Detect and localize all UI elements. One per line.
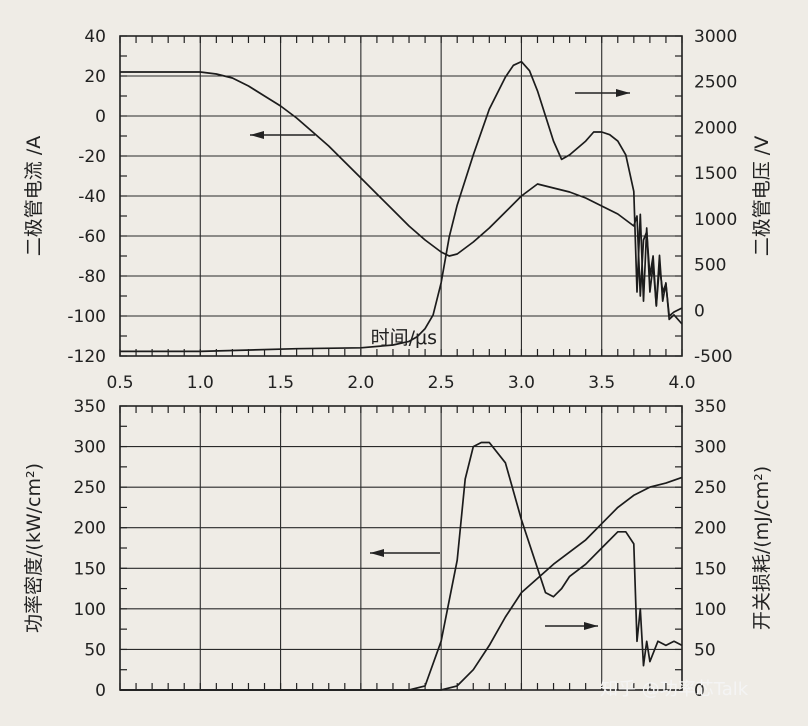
top-ytick-label-left: 40 bbox=[84, 27, 106, 47]
top-ytick-label-left: -20 bbox=[78, 147, 106, 167]
bottom-ytick-label-right: 300 bbox=[694, 438, 726, 458]
bottom-power-arrow bbox=[370, 549, 440, 557]
top-series-right-line bbox=[120, 60, 683, 353]
top-series-left-line bbox=[120, 71, 683, 317]
top-ytick-label-right: 2500 bbox=[694, 73, 737, 93]
bottom-yaxis-title-left: 功率密度/(kW/cm²) bbox=[23, 463, 45, 633]
top-ytick-label-right: 1500 bbox=[694, 164, 737, 184]
bottom-ytick-label-left: 0 bbox=[95, 681, 106, 701]
top-xaxis-title: 时间/μs bbox=[371, 327, 437, 349]
top-current-arrow bbox=[250, 131, 315, 139]
top-xtick-label: 2.5 bbox=[428, 373, 455, 393]
bottom-loss-arrow bbox=[545, 622, 598, 630]
top-ytick-label-left: 20 bbox=[84, 67, 106, 87]
bottom-loss-arrow-head bbox=[584, 622, 598, 630]
top-ytick-label-right: 1000 bbox=[694, 210, 737, 230]
bottom-ytick-label-right: 100 bbox=[694, 600, 726, 620]
top-xtick-label: 4.0 bbox=[668, 373, 695, 393]
bottom-ytick-label-right: 200 bbox=[694, 519, 726, 539]
bottom-ytick-label-left: 50 bbox=[84, 640, 106, 660]
top-plot-frame bbox=[119, 35, 683, 357]
bottom-ytick-label-left: 100 bbox=[74, 600, 106, 620]
top-ytick-label-right: 2000 bbox=[694, 118, 737, 138]
top-xtick-label: 1.5 bbox=[267, 373, 294, 393]
bottom-ytick-label-right: 0 bbox=[694, 681, 705, 701]
top-yaxis-title-left: 二极管电流 /A bbox=[23, 136, 45, 256]
top-xtick-label: 3.0 bbox=[508, 373, 535, 393]
bottom-ytick-label-left: 300 bbox=[74, 438, 106, 458]
bottom-ytick-label-right: 150 bbox=[694, 559, 726, 579]
top-current-arrow-head bbox=[250, 131, 264, 139]
top-voltage-arrow bbox=[575, 89, 630, 97]
bottom-series-right-line bbox=[120, 476, 683, 691]
top-ytick-label-right: -500 bbox=[694, 347, 733, 367]
bottom-ytick-label-left: 250 bbox=[74, 478, 106, 498]
top-xtick-label: 1.0 bbox=[187, 373, 214, 393]
bottom-series-left-line bbox=[120, 441, 683, 691]
bottom-ytick-label-left: 200 bbox=[74, 519, 106, 539]
bottom-ytick-label-right: 350 bbox=[694, 397, 726, 417]
top-ytick-label-left: -60 bbox=[78, 227, 106, 247]
top-ytick-label-left: 0 bbox=[95, 107, 106, 127]
watermark-text: 知乎 @功率芯Talk bbox=[600, 679, 749, 700]
top-voltage-arrow-head bbox=[616, 89, 630, 97]
top-xtick-label: 3.5 bbox=[588, 373, 615, 393]
top-ytick-label-left: -40 bbox=[78, 187, 106, 207]
bottom-ytick-label-left: 150 bbox=[74, 559, 106, 579]
bottom-ytick-label-right: 250 bbox=[694, 478, 726, 498]
top-ytick-label-right: 0 bbox=[694, 301, 705, 321]
bottom-ytick-label-right: 50 bbox=[694, 640, 716, 660]
bottom-yaxis-title-right: 开关损耗/(mJ/cm²) bbox=[751, 466, 773, 630]
top-ytick-label-left: -120 bbox=[67, 347, 106, 367]
bottom-ytick-label-left: 350 bbox=[74, 397, 106, 417]
bottom-power-arrow-head bbox=[370, 549, 384, 557]
top-ytick-label-left: -80 bbox=[78, 267, 106, 287]
top-ytick-label-left: -100 bbox=[67, 307, 106, 327]
top-xtick-label: 0.5 bbox=[106, 373, 133, 393]
top-ytick-label-right: 500 bbox=[694, 256, 726, 276]
top-yaxis-title-right: 二极管电压 /V bbox=[751, 136, 773, 256]
bottom-plot-frame bbox=[119, 405, 683, 691]
top-xtick-label: 2.0 bbox=[347, 373, 374, 393]
top-ytick-label-right: 3000 bbox=[694, 27, 737, 47]
